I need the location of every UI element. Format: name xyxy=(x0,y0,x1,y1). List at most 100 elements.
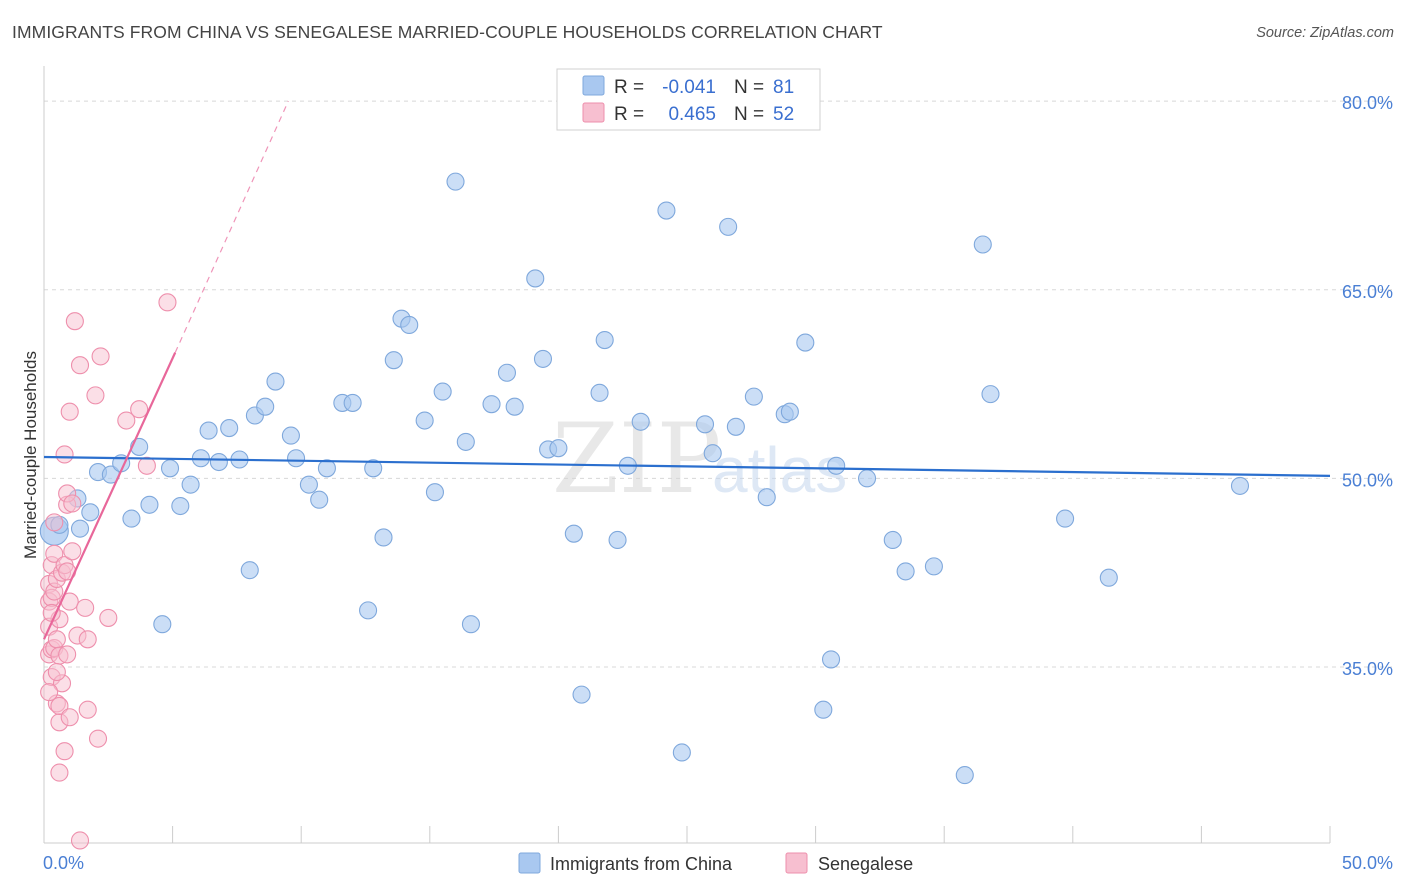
bottom-legend-label-senegalese: Senegalese xyxy=(818,854,913,874)
x-tick-label-0: 0.0% xyxy=(43,853,84,873)
china-point xyxy=(608,530,627,550)
china-point xyxy=(780,402,799,421)
china-point xyxy=(973,235,992,254)
china-point xyxy=(240,561,259,580)
legend-n-value-china: 81 xyxy=(773,77,794,98)
china-point xyxy=(549,439,568,458)
china-point xyxy=(726,417,745,436)
china-point xyxy=(415,411,434,430)
y-tick-label-3: 35.0% xyxy=(1342,659,1393,679)
china-point xyxy=(384,351,403,370)
senegalese-point xyxy=(70,831,90,850)
watermark-atlas: atlas xyxy=(712,434,847,506)
china-point xyxy=(209,452,228,472)
china-point xyxy=(533,349,553,368)
china-point xyxy=(572,685,591,704)
legend-r-value-senegalese: 0.465 xyxy=(668,104,716,125)
china-point xyxy=(796,333,815,352)
x-tick-label-1: 50.0% xyxy=(1342,853,1393,873)
senegalese-trend-line xyxy=(42,352,177,640)
china-point xyxy=(757,488,776,507)
china-point xyxy=(281,426,300,445)
china-point xyxy=(299,475,318,494)
senegalese-point xyxy=(40,683,59,702)
senegalese-point xyxy=(50,696,69,715)
china-point xyxy=(482,395,501,414)
x-tick-labels: 0.0% 50.0% xyxy=(43,853,1393,873)
china-point xyxy=(703,444,722,463)
china-point xyxy=(955,766,974,785)
china-point xyxy=(374,528,393,547)
senegalese-point xyxy=(65,312,84,331)
bottom-legend-swatch-china xyxy=(518,852,541,874)
senegalese-point xyxy=(158,293,177,312)
y-tick-label-2: 50.0% xyxy=(1342,470,1393,490)
china-point xyxy=(220,419,239,438)
legend-n-value-senegalese: 52 xyxy=(773,104,794,125)
legend-n-label-senegalese: N = xyxy=(734,104,764,125)
series-senegalese-points xyxy=(40,293,177,850)
senegalese-point xyxy=(88,729,108,748)
chart-source: Source: ZipAtlas.com xyxy=(1256,25,1394,41)
legend-r-label-senegalese: R = xyxy=(614,104,644,125)
legend-r-value-china: -0.041 xyxy=(662,77,716,98)
china-point xyxy=(631,412,650,431)
china-point xyxy=(526,269,545,288)
senegalese-point xyxy=(63,542,82,561)
china-point xyxy=(821,650,841,669)
china-point xyxy=(364,459,383,478)
senegalese-point xyxy=(78,630,97,649)
y-tick-labels: 80.0% 65.0% 50.0% 35.0% xyxy=(1342,93,1393,679)
y-tick-label-1: 65.0% xyxy=(1342,282,1393,302)
axes xyxy=(43,66,1331,844)
series-china-points xyxy=(39,172,1250,785)
china-point xyxy=(744,387,763,406)
china-point xyxy=(827,456,846,475)
senegalese-point xyxy=(60,708,79,727)
senegalese-trend-extension xyxy=(174,100,289,353)
china-point xyxy=(153,615,172,634)
senegalese-point xyxy=(117,411,136,430)
senegalese-point xyxy=(91,347,110,366)
china-point xyxy=(505,397,524,416)
china-point xyxy=(171,496,190,516)
china-point xyxy=(896,562,915,581)
correlation-legend: R = -0.041 N = 81 R = 0.465 N = 52 xyxy=(556,68,821,131)
china-point xyxy=(287,449,306,468)
china-point xyxy=(595,330,614,350)
china-point xyxy=(81,503,100,522)
china-point xyxy=(1230,476,1250,495)
china-point xyxy=(266,372,285,391)
senegalese-point xyxy=(58,645,77,664)
china-point xyxy=(181,475,200,494)
china-point xyxy=(317,459,336,478)
legend-swatch-china xyxy=(582,75,605,96)
china-point xyxy=(433,382,452,401)
chart-title: IMMIGRANTS FROM CHINA VS SENEGALESE MARR… xyxy=(12,22,883,42)
china-point xyxy=(1056,509,1075,528)
senegalese-point xyxy=(47,662,66,682)
senegalese-point xyxy=(78,700,97,719)
china-point xyxy=(1099,568,1118,587)
china-point xyxy=(446,172,465,191)
trend-lines xyxy=(42,100,1331,640)
china-point xyxy=(883,530,902,550)
china-point xyxy=(122,509,141,528)
china-point xyxy=(456,432,475,451)
bottom-legend-swatch-senegalese xyxy=(785,852,808,874)
senegalese-point xyxy=(70,356,90,375)
china-point xyxy=(857,469,877,488)
senegalese-point xyxy=(137,456,156,475)
legend-r-label-china: R = xyxy=(614,77,644,98)
senegalese-point xyxy=(86,386,105,405)
china-point xyxy=(657,201,676,220)
senegalese-point xyxy=(130,400,149,419)
china-point xyxy=(425,483,444,502)
y-tick-label-0: 80.0% xyxy=(1342,93,1393,113)
china-point xyxy=(981,385,1000,404)
china-point xyxy=(400,315,419,335)
senegalese-point xyxy=(47,630,66,649)
china-point xyxy=(564,524,583,543)
china-trend-line xyxy=(43,455,1331,477)
